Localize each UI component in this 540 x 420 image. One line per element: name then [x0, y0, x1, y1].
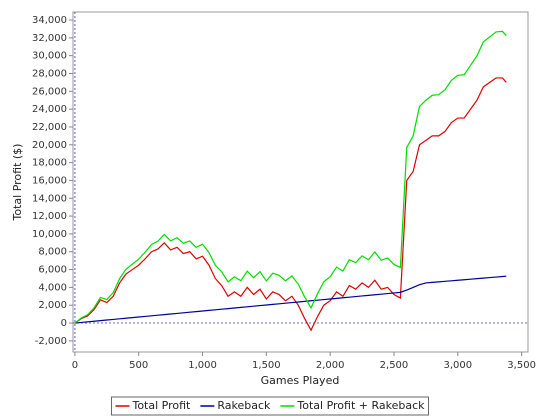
x-axis-title: Games Played	[261, 374, 340, 387]
series-line	[74, 30, 507, 324]
x-tick-label: 2,000	[316, 360, 345, 371]
x-tick-label: 500	[129, 360, 148, 371]
y-tick-label: 14,000	[32, 193, 67, 204]
y-tick-label: 28,000	[32, 68, 67, 79]
y-tick-label: 22,000	[32, 122, 67, 133]
series-line	[74, 77, 507, 332]
y-tick-label: 18,000	[32, 158, 67, 169]
legend-box	[110, 396, 430, 416]
x-tick-label: 2,500	[380, 360, 409, 371]
y-tick-label: 30,000	[32, 51, 67, 62]
legend-label: Rakeback	[217, 399, 271, 412]
plot-area	[72, 11, 529, 353]
legend-label: Total Profit + Rakeback	[296, 399, 425, 412]
y-tick-label: 10,000	[32, 229, 67, 240]
series-line	[74, 275, 507, 324]
y-tick-label: 8,000	[38, 247, 67, 258]
y-tick-label: 0	[61, 318, 67, 329]
y-tick-label: 4,000	[38, 282, 67, 293]
x-tick-label: 3,000	[443, 360, 472, 371]
legend: Total Profit Rakeback Total Profit + Rakeb…	[110, 396, 430, 416]
y-tick-label: 12,000	[32, 211, 67, 222]
y-tick-label: 20,000	[32, 140, 67, 151]
y-tick-label: 24,000	[32, 104, 67, 115]
y-tick-label: 34,000	[32, 15, 67, 26]
y-tick-label: 32,000	[32, 33, 67, 44]
y-tick-label: 2,000	[38, 300, 67, 311]
y-tick-label: 26,000	[32, 86, 67, 97]
x-tick-label: 1,500	[252, 360, 281, 371]
y-tick-label: 6,000	[38, 265, 67, 276]
x-tick-label: 0	[72, 360, 78, 371]
y-tick-label: -2,000	[35, 336, 67, 347]
y-axis-title: Total Profit ($)	[11, 144, 24, 222]
x-tick-label: 3,500	[507, 360, 536, 371]
x-tick-label: 1,000	[188, 360, 217, 371]
y-tick-label: 16,000	[32, 175, 67, 186]
legend-label: Total Profit	[131, 399, 191, 412]
